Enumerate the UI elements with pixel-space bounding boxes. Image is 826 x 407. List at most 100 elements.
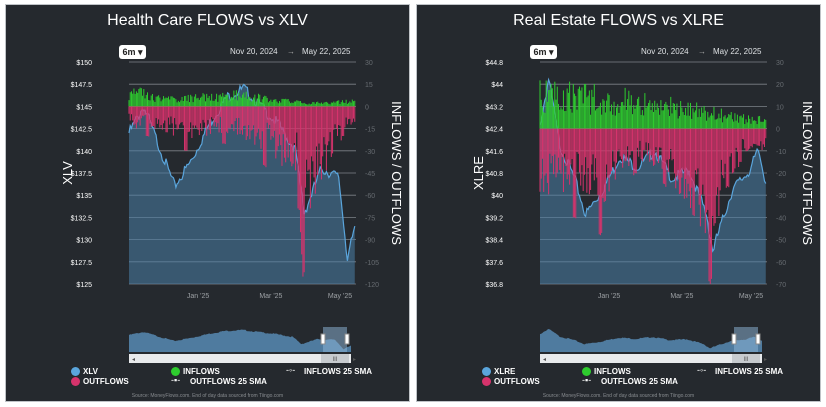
y-tick-label: $37.6 <box>485 260 503 267</box>
legend-price[interactable]: XLV <box>83 367 98 376</box>
navigator-handle-right[interactable] <box>344 333 350 345</box>
y2-tick-label: -45 <box>365 171 375 178</box>
y-tick-label: $38.4 <box>485 238 503 245</box>
date-from-input[interactable]: Nov 20, 2024 <box>641 47 689 56</box>
price-area <box>129 84 355 284</box>
legend-inflows[interactable]: INFLOWS <box>183 367 220 376</box>
scrollbar-track[interactable] <box>129 354 351 363</box>
y2-tick-label: -20 <box>776 171 786 178</box>
navigator-selection[interactable] <box>734 327 758 352</box>
legend-outflows-sma[interactable]: OUTFLOWS 25 SMA <box>601 377 678 386</box>
legend-swatch-outflows <box>482 377 491 386</box>
x-tick-label: May '25 <box>328 293 352 300</box>
x-tick-label: Mar '25 <box>670 293 693 300</box>
legend-inflows-sma[interactable]: INFLOWS 25 SMA <box>715 367 784 376</box>
source-note: Source: MoneyFlows.com. End of day data … <box>131 393 284 399</box>
chart-title: Real Estate FLOWS vs XLRE <box>513 12 724 29</box>
legend-outflows-sma[interactable]: OUTFLOWS 25 SMA <box>190 377 267 386</box>
flows-chart[interactable]: $44.8 $44 $43.2 $42.4 $41.6 $40.8 $40 $39.2 $38.… <box>417 5 822 403</box>
y-tick-label: $132.5 <box>71 215 93 222</box>
y2-tick-label: 20 <box>776 82 784 89</box>
y-tick-label: $145 <box>76 104 92 111</box>
y-tick-label: $36.8 <box>485 282 503 289</box>
y2-tick-label: 0 <box>776 127 780 134</box>
y-tick-label: $127.5 <box>71 260 93 267</box>
date-to-input[interactable]: May 22, 2025 <box>713 47 762 56</box>
flows-chart[interactable]: $150 $147.5 $145 $142.5 $140 $137.5 $135 $132.5… <box>6 5 411 403</box>
scrollbar-thumb[interactable] <box>321 354 349 363</box>
legend-swatch-outflows <box>71 377 80 386</box>
scroll-left-icon[interactable]: ◂ <box>132 357 135 363</box>
navigator-selection[interactable] <box>323 327 347 352</box>
y-tick-label: $140 <box>76 149 92 156</box>
y2-tick-label: -105 <box>365 260 379 267</box>
y2-tick-label: -40 <box>776 215 786 222</box>
source-note: Source: MoneyFlows.com. End of day data … <box>542 393 695 399</box>
legend-swatch-price <box>71 367 80 376</box>
scrollbar-thumb[interactable] <box>732 354 760 363</box>
y-tick-label: $43.2 <box>485 104 503 111</box>
navigator-series <box>540 329 762 352</box>
outflows-sma-icon: -▪- <box>171 375 181 385</box>
y2-axis-label: INFLOWS / OUTFLOWS <box>800 101 815 245</box>
y-tick-label: $41.6 <box>485 149 503 156</box>
scrollbar-track[interactable] <box>540 354 762 363</box>
range-label: 6m <box>533 47 547 57</box>
legend-outflows[interactable]: OUTFLOWS <box>494 377 540 386</box>
chart-title: Health Care FLOWS vs XLV <box>107 12 308 29</box>
chart-panel-health-care: Health Care FLOWS vs XLV 6m ▾ Nov 20, 20… <box>5 4 410 402</box>
y2-tick-label: -30 <box>365 149 375 156</box>
y2-tick-label: 15 <box>365 82 373 89</box>
range-selector-button[interactable]: 6m ▾ <box>119 45 146 59</box>
legend-price[interactable]: XLRE <box>494 367 516 376</box>
y2-tick-label: -75 <box>365 215 375 222</box>
date-to-input[interactable]: May 22, 2025 <box>302 47 351 56</box>
y2-tick-label: 0 <box>365 104 369 111</box>
navigator-handle-right[interactable] <box>755 333 761 345</box>
x-tick-label: May '25 <box>739 293 763 300</box>
scrollbar-grip-icon: III <box>332 357 337 363</box>
price-area <box>540 79 766 284</box>
scroll-right-icon[interactable]: ▸ <box>353 357 356 363</box>
y-tick-label: $142.5 <box>71 127 93 134</box>
y-tick-label: $40 <box>491 193 503 200</box>
y2-tick-label: -60 <box>365 193 375 200</box>
y2-tick-label: -90 <box>365 238 375 245</box>
y2-tick-label: 30 <box>776 60 784 67</box>
legend-swatch-inflows <box>582 367 591 376</box>
navigator-series <box>129 329 351 352</box>
y2-axis-label: INFLOWS / OUTFLOWS <box>389 101 404 245</box>
range-label: 6m <box>122 47 136 57</box>
navigator-handle-left[interactable] <box>731 333 737 345</box>
scroll-left-icon[interactable]: ◂ <box>543 357 546 363</box>
price-line <box>128 83 356 261</box>
y-tick-label: $40.8 <box>485 171 503 178</box>
y-tick-label: $150 <box>76 60 92 67</box>
y-axis-label: XLV <box>60 161 75 185</box>
scroll-right-icon[interactable]: ▸ <box>764 357 767 363</box>
date-from-input[interactable]: Nov 20, 2024 <box>230 47 278 56</box>
navigator-handle-left[interactable] <box>320 333 326 345</box>
inflows-sma-icon: -◦- <box>286 365 296 375</box>
y2-tick-label: 10 <box>776 104 784 111</box>
y2-tick-label: -120 <box>365 282 379 289</box>
y2-tick-label: -10 <box>776 149 786 156</box>
y2-tick-label: -50 <box>776 238 786 245</box>
y-tick-label: $44 <box>491 82 503 89</box>
y2-tick-label: -70 <box>776 282 786 289</box>
outflows-sma-icon: -▪- <box>582 375 592 385</box>
price-line <box>539 77 767 253</box>
y-tick-label: $135 <box>76 193 92 200</box>
legend-inflows-sma[interactable]: INFLOWS 25 SMA <box>304 367 373 376</box>
arrow-icon: → <box>287 47 295 56</box>
legend-swatch-price <box>482 367 491 376</box>
legend-outflows[interactable]: OUTFLOWS <box>83 377 129 386</box>
y2-tick-label: -15 <box>365 127 375 134</box>
y-tick-label: $147.5 <box>71 82 93 89</box>
legend-swatch-inflows <box>171 367 180 376</box>
range-selector-button[interactable]: 6m ▾ <box>530 45 557 59</box>
y-tick-label: $39.2 <box>485 215 503 222</box>
legend-inflows[interactable]: INFLOWS <box>594 367 631 376</box>
y-axis-label: XLRE <box>471 156 486 190</box>
inflows-sma-icon: -◦- <box>697 365 707 375</box>
